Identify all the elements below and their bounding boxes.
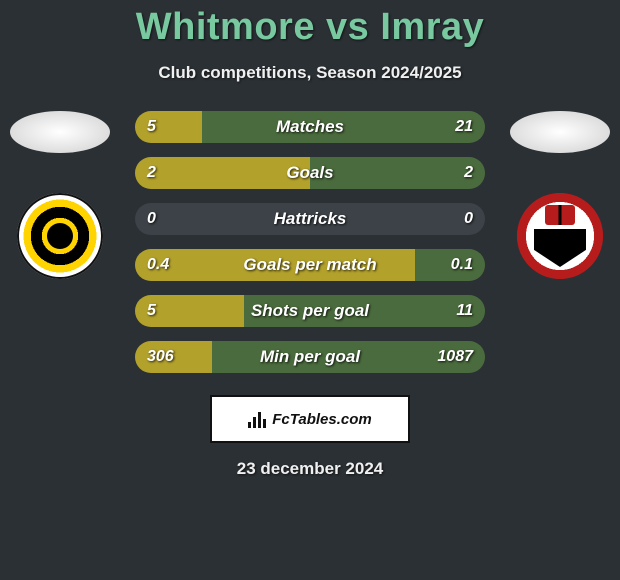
stat-p2-value: 0	[452, 203, 485, 235]
player2-side	[500, 111, 620, 279]
brand-box: FcTables.com	[210, 395, 410, 443]
stat-bar: 3061087Min per goal	[135, 341, 485, 373]
stat-bar: 0.40.1Goals per match	[135, 249, 485, 281]
player2-avatar	[510, 111, 610, 153]
stat-bars: 521Matches22Goals00Hattricks0.40.1Goals …	[135, 111, 485, 373]
stat-p1-value: 0	[135, 203, 168, 235]
brand-icon	[248, 410, 266, 428]
date-label: 23 december 2024	[0, 459, 620, 479]
brand-text: FcTables.com	[272, 411, 371, 428]
stat-p2-value: 21	[443, 111, 485, 143]
stat-p2-value: 0.1	[439, 249, 485, 281]
stat-p2-value: 2	[452, 157, 485, 189]
stat-p1-value: 2	[135, 157, 168, 189]
page-title: Whitmore vs Imray	[0, 0, 620, 49]
stat-bar: 22Goals	[135, 157, 485, 189]
stat-p2-value: 1087	[425, 341, 485, 373]
stat-p1-value: 0.4	[135, 249, 181, 281]
stat-bar: 00Hattricks	[135, 203, 485, 235]
player1-side	[0, 111, 120, 279]
stat-bar: 511Shots per goal	[135, 295, 485, 327]
page-subtitle: Club competitions, Season 2024/2025	[0, 63, 620, 83]
player1-club-badge	[17, 193, 103, 279]
stat-p1-value: 306	[135, 341, 186, 373]
stat-p2-value: 11	[444, 295, 485, 327]
player1-avatar	[10, 111, 110, 153]
player2-club-badge	[517, 193, 603, 279]
comparison-panel: 521Matches22Goals00Hattricks0.40.1Goals …	[0, 111, 620, 371]
stat-bar: 521Matches	[135, 111, 485, 143]
stat-p1-value: 5	[135, 111, 168, 143]
stat-p1-value: 5	[135, 295, 168, 327]
